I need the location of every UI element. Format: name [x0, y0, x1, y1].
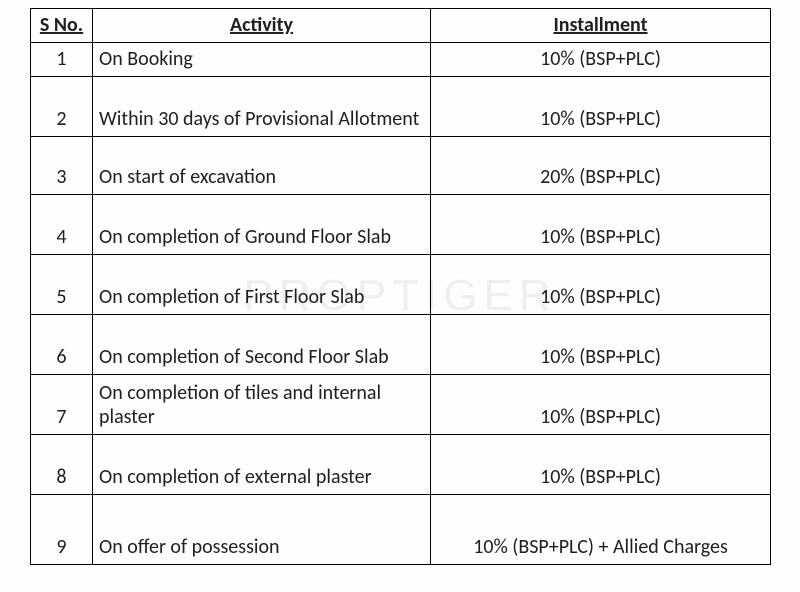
- cell-sno: 5: [31, 255, 93, 315]
- cell-sno: 3: [31, 137, 93, 195]
- cell-sno: 8: [31, 435, 93, 495]
- table-row: 7On completion of tiles and internal pla…: [31, 375, 771, 435]
- cell-activity: On Booking: [93, 43, 431, 77]
- cell-sno: 1: [31, 43, 93, 77]
- table-row: 6On completion of Second Floor Slab10% (…: [31, 315, 771, 375]
- cell-sno: 9: [31, 495, 93, 565]
- table-row: 1On Booking10% (BSP+PLC): [31, 43, 771, 77]
- cell-activity: On completion of external plaster: [93, 435, 431, 495]
- cell-sno: 4: [31, 195, 93, 255]
- table-body: 1On Booking10% (BSP+PLC)2Within 30 days …: [31, 43, 771, 565]
- table-row: 5On completion of First Floor Slab10% (B…: [31, 255, 771, 315]
- cell-installment: 20% (BSP+PLC): [431, 137, 771, 195]
- cell-activity: On start of excavation: [93, 137, 431, 195]
- cell-installment: 10% (BSP+PLC): [431, 77, 771, 137]
- cell-installment: 10% (BSP+PLC) + Allied Charges: [431, 495, 771, 565]
- cell-installment: 10% (BSP+PLC): [431, 435, 771, 495]
- cell-installment: 10% (BSP+PLC): [431, 315, 771, 375]
- col-header-activity: Activity: [93, 9, 431, 43]
- table-row: 8On completion of external plaster10% (B…: [31, 435, 771, 495]
- col-header-installment: Installment: [431, 9, 771, 43]
- table-row: 2Within 30 days of Provisional Allotment…: [31, 77, 771, 137]
- table-row: 4On completion of Ground Floor Slab10% (…: [31, 195, 771, 255]
- cell-activity: On completion of First Floor Slab: [93, 255, 431, 315]
- table-row: 9On offer of possession10% (BSP+PLC) + A…: [31, 495, 771, 565]
- cell-sno: 6: [31, 315, 93, 375]
- cell-activity: On completion of Second Floor Slab: [93, 315, 431, 375]
- cell-activity: On completion of tiles and internal plas…: [93, 375, 431, 435]
- cell-installment: 10% (BSP+PLC): [431, 255, 771, 315]
- cell-installment: 10% (BSP+PLC): [431, 375, 771, 435]
- table-header-row: S No. Activity Installment: [31, 9, 771, 43]
- col-header-sno: S No.: [31, 9, 93, 43]
- cell-installment: 10% (BSP+PLC): [431, 195, 771, 255]
- payment-schedule-table-container: S No. Activity Installment 1On Booking10…: [30, 8, 770, 565]
- cell-sno: 2: [31, 77, 93, 137]
- cell-sno: 7: [31, 375, 93, 435]
- cell-activity: On completion of Ground Floor Slab: [93, 195, 431, 255]
- cell-installment: 10% (BSP+PLC): [431, 43, 771, 77]
- payment-schedule-table: S No. Activity Installment 1On Booking10…: [30, 8, 771, 565]
- cell-activity: Within 30 days of Provisional Allotment: [93, 77, 431, 137]
- cell-activity: On offer of possession: [93, 495, 431, 565]
- table-row: 3On start of excavation20% (BSP+PLC): [31, 137, 771, 195]
